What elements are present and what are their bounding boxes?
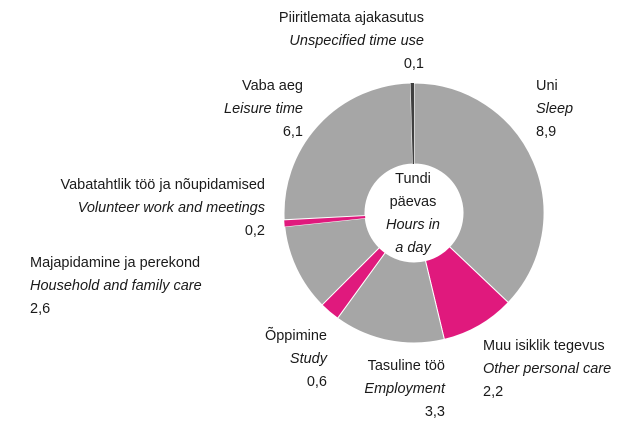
value-label: 2,6: [30, 301, 50, 317]
value-label: 0,1: [404, 56, 424, 72]
value-label: 2,2: [483, 384, 503, 400]
slice-label-en: Employment: [364, 381, 446, 397]
slice-label: Tasuline töö: [368, 358, 445, 374]
slice: [413, 82, 545, 304]
value-label: 0,6: [307, 374, 327, 390]
slice-label: Majapidamine ja perekond: [30, 255, 200, 271]
slice: [283, 82, 414, 221]
slice-label: Muu isiklik tegevus: [483, 338, 605, 354]
slice-label-en: Volunteer work and meetings: [78, 200, 265, 216]
slice-label: Vabatahtlik töö ja nõupidamised: [61, 177, 265, 193]
slice-label: Uni: [536, 78, 558, 94]
slice-label: Vaba aeg: [242, 78, 303, 94]
value-label: 3,3: [425, 404, 445, 420]
slice-label-en: Unspecified time use: [289, 33, 424, 49]
slice: [410, 83, 414, 165]
center-label: Tundi: [395, 171, 431, 187]
center-label: a day: [395, 240, 431, 256]
slice-label: Õppimine: [265, 327, 327, 344]
slice: [284, 217, 381, 306]
center-label: Hours in: [386, 217, 440, 233]
value-label: 6,1: [283, 124, 303, 140]
center-label: päevas: [390, 194, 437, 210]
value-label: 8,9: [536, 124, 556, 140]
value-label: 0,2: [245, 223, 265, 239]
slice-label-en: Leisure time: [224, 101, 303, 117]
slice: [284, 215, 366, 227]
slice-label-en: Sleep: [536, 101, 573, 117]
slice-label-en: Household and family care: [30, 278, 202, 294]
slice-label-en: Study: [290, 351, 328, 367]
slice-label: Piiritlemata ajakasutus: [279, 10, 424, 26]
slice-label-en: Other personal care: [483, 361, 611, 377]
